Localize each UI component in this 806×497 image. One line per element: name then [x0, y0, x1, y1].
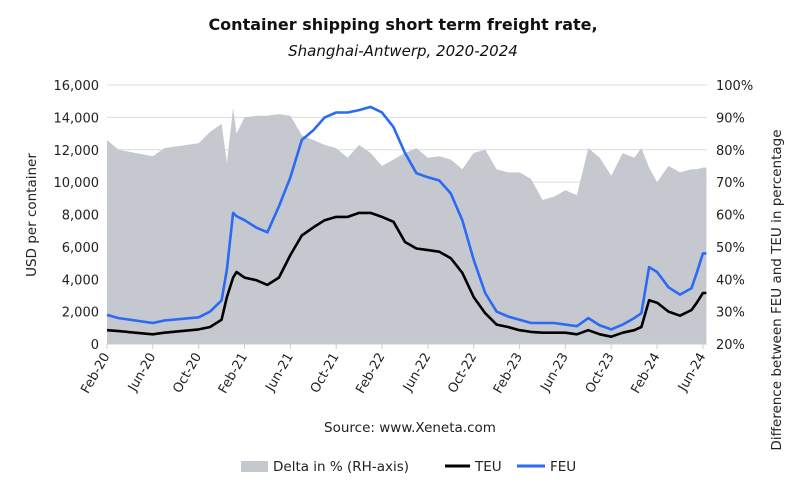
x-tick-label: Oct-20	[170, 351, 205, 396]
y2-tick-label: 70%	[716, 176, 745, 191]
x-tick-label: Jun-24	[675, 351, 709, 395]
y-tick-label: 10,000	[54, 176, 100, 191]
legend-label-teu: TEU	[474, 459, 502, 475]
legend-label-feu: FEU	[550, 459, 576, 475]
x-tick-label: Jun-20	[125, 351, 159, 395]
y2-tick-label: 40%	[716, 273, 745, 288]
y-tick-label: 4,000	[62, 273, 99, 288]
y2-tick-label: 90%	[716, 111, 745, 126]
y-tick-label: 16,000	[54, 79, 100, 94]
legend-swatch-delta	[241, 461, 268, 472]
x-tick-label: Feb-22	[353, 351, 388, 397]
y2-axis-title: Difference between FEU and TEU in percen…	[769, 129, 785, 450]
y2-tick-label: 50%	[716, 241, 745, 256]
y2-tick-label: 20%	[716, 338, 745, 353]
x-tick-label: Jun-23	[538, 351, 572, 395]
x-tick-label: Feb-23	[491, 351, 526, 397]
y-tick-label: 8,000	[62, 209, 99, 224]
feu-line	[106, 105, 707, 331]
y2-tick-label: 80%	[716, 144, 745, 159]
y-tick-label: 12,000	[54, 144, 100, 159]
legend-label-delta: Delta in % (RH-axis)	[273, 459, 409, 475]
x-tick-label: Feb-21	[216, 351, 251, 397]
x-axis-ticks: Feb-20 Jun-20 Oct-20 Feb-21 Jun-21 Oct-21 Feb-…	[78, 344, 709, 396]
x-tick-label: Jun-21	[263, 351, 297, 395]
y-axis-title: USD per container	[24, 153, 40, 277]
delta-area-layer	[107, 107, 707, 345]
x-tick-label: Oct-21	[308, 351, 343, 396]
left-axis-ticks: 0 2,000 4,000 6,000 8,000 10,000 12,000 14,000 1…	[54, 79, 100, 353]
x-tick-label: Feb-24	[628, 351, 663, 397]
x-tick-label: Oct-22	[445, 351, 480, 396]
y-tick-label: 0	[91, 338, 99, 353]
x-tick-label: Jun-22	[400, 351, 434, 395]
y-tick-label: 2,000	[62, 306, 99, 321]
x-tick-label: Oct-23	[583, 351, 618, 396]
x-tick-label: Feb-20	[78, 351, 113, 397]
teu-line	[106, 211, 707, 339]
y-tick-label: 6,000	[62, 241, 99, 256]
delta-area	[107, 107, 707, 344]
lines-layer	[106, 105, 707, 339]
y2-tick-label: 30%	[716, 306, 745, 321]
right-axis-ticks: 20% 30% 40% 50% 60% 70% 80% 90% 100%	[716, 79, 753, 353]
chart-title: Container shipping short term freight ra…	[208, 15, 597, 34]
y2-tick-label: 60%	[716, 209, 745, 224]
y2-tick-label: 100%	[716, 79, 753, 94]
legend: Delta in % (RH-axis) TEU FEU	[241, 459, 576, 475]
source-note: Source: www.Xeneta.com	[324, 420, 496, 436]
chart-subtitle: Shanghai-Antwerp, 2020-2024	[288, 42, 518, 60]
y-tick-label: 14,000	[54, 111, 100, 126]
